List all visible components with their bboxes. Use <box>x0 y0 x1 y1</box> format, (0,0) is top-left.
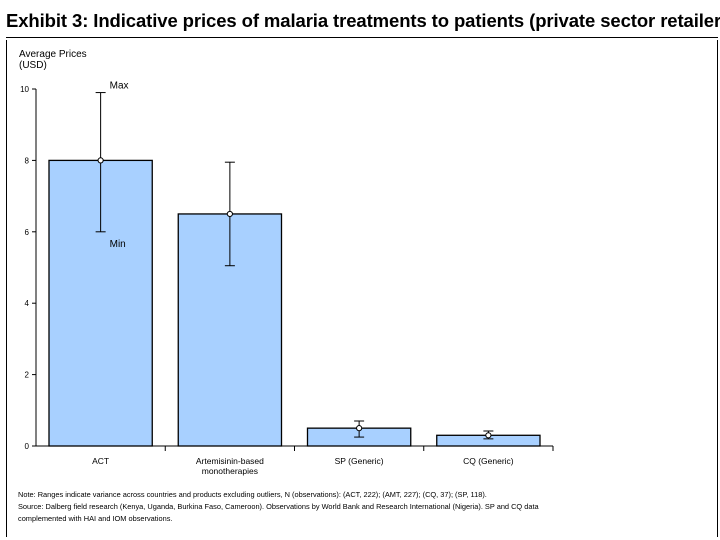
y-tick-label: 8 <box>25 156 30 165</box>
x-tick-label: ACT <box>92 456 109 466</box>
y-axis-label-line: Average Prices <box>19 49 87 60</box>
footnotes: Note: Ranges indicate variance across co… <box>18 489 710 525</box>
note-line: Note: Ranges indicate variance across co… <box>18 490 487 499</box>
max-annotation: Max <box>110 81 129 92</box>
y-axis-label-line: (USD) <box>19 60 47 71</box>
x-tick-label: Artemisinin-based <box>196 456 264 466</box>
bars <box>48 159 541 447</box>
y-axis-label: Average Prices(USD) <box>19 49 87 71</box>
annotations: Max Min <box>110 81 129 250</box>
y-tick-label: 4 <box>25 299 30 308</box>
source-line: Source: Dalberg field research (Kenya, U… <box>18 502 539 511</box>
y-tick-label: 6 <box>25 228 30 237</box>
average-marker <box>226 210 233 218</box>
range-whiskers <box>95 92 494 440</box>
source-line-continued: complemented with HAI and IOM observatio… <box>18 514 173 523</box>
title-divider <box>6 37 718 38</box>
y-axis: 0 2 4 6 8 10 <box>20 85 37 451</box>
x-tick-label: SP (Generic) <box>335 456 384 466</box>
min-annotation: Min <box>110 239 126 250</box>
average-marker <box>485 432 492 439</box>
exhibit-frame <box>6 40 718 537</box>
x-axis <box>36 445 554 451</box>
average-marker <box>356 425 363 432</box>
x-tick-label: CQ (Generic) <box>463 456 514 466</box>
average-marker <box>97 157 104 164</box>
y-tick-label: 10 <box>20 85 29 94</box>
x-tick-label: monotherapies <box>202 466 258 476</box>
y-tick-label: 2 <box>25 371 30 380</box>
y-tick-label: 0 <box>25 442 30 451</box>
chart-title: Exhibit 3: Indicative prices of malaria … <box>6 10 720 31</box>
